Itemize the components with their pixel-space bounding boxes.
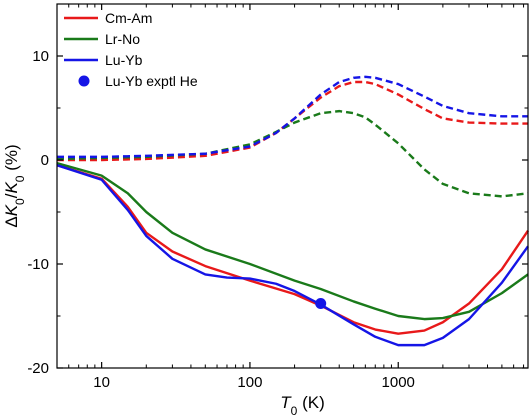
x-tick-label: 10: [93, 374, 110, 391]
ticks-layer: -20 -10 0 10 10 100 1000: [27, 3, 528, 391]
x-tick-label: 100: [237, 374, 262, 391]
series-lu-yb-dashed: [57, 75, 528, 159]
plot-frame: [56, 3, 529, 369]
legend-label-lu-yb: Lu-Yb: [105, 52, 143, 68]
points-layer: [315, 298, 327, 310]
y-tick-label: 10: [32, 48, 49, 65]
y-tick-label: 0: [41, 152, 49, 169]
y-axis-label: ΔK0/K0 (%): [2, 144, 27, 227]
legend-label-lu-yb-exptl: Lu-Yb exptl He: [105, 73, 198, 89]
series-lr-no: [56, 161, 529, 321]
y-label-unit: (%): [2, 144, 21, 175]
x-tick-label: 1000: [382, 374, 415, 391]
x-label-t: T: [280, 393, 292, 412]
data-point-lu-yb-exptl: [315, 298, 327, 310]
x-label-sub: 0: [291, 404, 298, 416]
y-label-sub2: 0: [13, 175, 27, 182]
y-label-delta: Δ: [2, 216, 21, 227]
legend: Cm-Am Lr-No Lu-Yb Lu-Yb exptl He: [64, 10, 198, 89]
series-layer: [56, 75, 529, 347]
legend-label-cm-am: Cm-Am: [105, 10, 152, 26]
y-tick-label: -10: [27, 256, 49, 273]
y-label-sub1: 0: [13, 198, 27, 205]
x-axis-label: T0 (K): [280, 393, 324, 416]
series-lr-no-dashed: [56, 109, 529, 198]
y-tick-label: -20: [27, 360, 49, 377]
series-cm-am: [56, 164, 529, 335]
x-label-unit: (K): [297, 393, 324, 412]
y-label-slash: /: [2, 193, 21, 198]
y-label-k1: K: [2, 204, 21, 216]
series-lu-yb: [56, 164, 529, 347]
legend-swatch-lu-yb-exptl: [78, 75, 90, 87]
series-cm-am-dashed: [57, 80, 528, 162]
legend-label-lr-no: Lr-No: [105, 31, 140, 47]
y-label-k2: K: [2, 182, 21, 194]
